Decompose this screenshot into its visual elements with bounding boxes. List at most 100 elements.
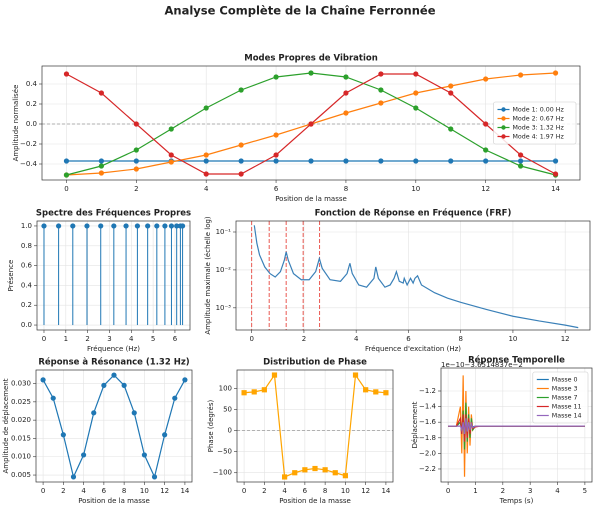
marker xyxy=(363,387,369,393)
marker xyxy=(133,121,139,127)
marker xyxy=(238,158,244,164)
x-axis-label: Position de la masse xyxy=(279,497,351,505)
legend-label: Mode 2: 0.67 Hz xyxy=(513,116,565,123)
frame xyxy=(236,369,394,483)
x-tick-label: 4 xyxy=(81,487,86,495)
marker xyxy=(63,172,70,178)
marker xyxy=(352,372,359,378)
figure-title: Analyse Complète de la Chaîne Ferronnée xyxy=(165,4,436,18)
x-tick-label: 0 xyxy=(249,335,253,343)
y-axis-label: Déplacement xyxy=(411,401,419,448)
marker xyxy=(378,87,384,93)
marker xyxy=(261,387,267,393)
y-axis-label: Phase (degrés) xyxy=(207,400,215,453)
marker xyxy=(518,158,524,164)
marker xyxy=(308,121,314,127)
y-tick-label: 0.015 xyxy=(11,434,31,442)
marker xyxy=(98,223,104,229)
marker xyxy=(378,71,384,77)
marker xyxy=(483,76,489,82)
x-tick-label: 2 xyxy=(85,335,89,343)
x-axis-label: Temps (s) xyxy=(499,497,534,505)
line xyxy=(253,225,579,329)
x-tick-label: 3 xyxy=(107,335,111,343)
marker xyxy=(98,170,104,176)
marker xyxy=(448,158,454,164)
y-tick-label: −1.2 xyxy=(419,387,436,395)
marker xyxy=(81,452,87,458)
marker xyxy=(312,465,318,472)
x-tick-label: 6 xyxy=(173,335,178,343)
marker xyxy=(123,223,129,229)
x-tick-label: 6 xyxy=(406,335,411,343)
marker xyxy=(292,470,298,476)
x-tick-label: 1 xyxy=(64,335,68,343)
y-tick-label: −1.8 xyxy=(419,434,436,442)
x-tick-label: 12 xyxy=(561,335,570,343)
marker xyxy=(413,71,419,77)
marker xyxy=(238,142,244,148)
y-axis-label: Amplitude maximale (échelle log) xyxy=(204,216,212,335)
marker xyxy=(332,470,338,476)
marker xyxy=(448,83,454,89)
marker xyxy=(168,152,174,158)
x-tick-label: 4 xyxy=(555,487,560,495)
legend-marker xyxy=(501,116,506,121)
x-axis-label: Position de la masse xyxy=(78,497,150,505)
marker xyxy=(133,158,139,164)
marker xyxy=(308,158,314,164)
x-tick-label: 12 xyxy=(160,487,169,495)
legend-label: Masse 3 xyxy=(552,386,578,393)
marker xyxy=(282,474,288,480)
y-tick-label: 0.2 xyxy=(26,100,37,108)
marker xyxy=(151,474,158,480)
marker xyxy=(552,70,559,76)
y-tick-label: 0.010 xyxy=(11,453,31,461)
marker xyxy=(63,158,70,164)
marker xyxy=(241,390,247,396)
marker xyxy=(154,223,160,229)
marker xyxy=(70,474,77,480)
x-tick-label: 6 xyxy=(274,185,279,193)
marker xyxy=(203,171,209,177)
x-tick-label: 10 xyxy=(411,185,420,193)
marker xyxy=(273,74,279,80)
marker xyxy=(343,74,349,80)
legend-label: Masse 0 xyxy=(552,377,578,384)
marker xyxy=(342,473,348,479)
x-tick-label: 2 xyxy=(134,185,138,193)
marker xyxy=(322,467,328,473)
marker xyxy=(251,389,257,395)
x-tick-label: 2 xyxy=(61,487,65,495)
marker xyxy=(133,166,139,172)
marker xyxy=(518,72,524,78)
legend-label: Mode 1: 0.00 Hz xyxy=(513,107,565,114)
marker xyxy=(413,105,419,111)
marker xyxy=(41,223,47,229)
y-axis-label: Amplitude normalisée xyxy=(12,85,20,162)
marker xyxy=(518,163,524,169)
marker xyxy=(378,158,384,164)
marker xyxy=(133,147,139,153)
y-tick-label: 1.0 xyxy=(21,222,32,230)
x-tick-label: 10 xyxy=(140,487,149,495)
y-tick-label: 0.030 xyxy=(11,380,31,388)
legend-label: Masse 11 xyxy=(552,404,582,411)
y-tick-label: −1.4 xyxy=(419,403,437,411)
chart-title: Réponse à Résonance (1.32 Hz) xyxy=(38,357,189,368)
y-tick-label: −0.4 xyxy=(20,160,38,168)
plot-area xyxy=(236,221,590,330)
y-tick-label: 0 xyxy=(228,427,232,435)
marker xyxy=(172,395,178,401)
y-tick-label: 0.0 xyxy=(21,321,32,329)
x-tick-label: 12 xyxy=(481,185,490,193)
marker xyxy=(273,152,279,158)
marker xyxy=(98,163,104,169)
marker xyxy=(70,223,76,229)
marker xyxy=(182,377,188,383)
marker xyxy=(141,452,147,458)
y-tick-label: 0.0 xyxy=(26,120,37,128)
marker xyxy=(145,223,151,229)
marker xyxy=(40,377,46,383)
